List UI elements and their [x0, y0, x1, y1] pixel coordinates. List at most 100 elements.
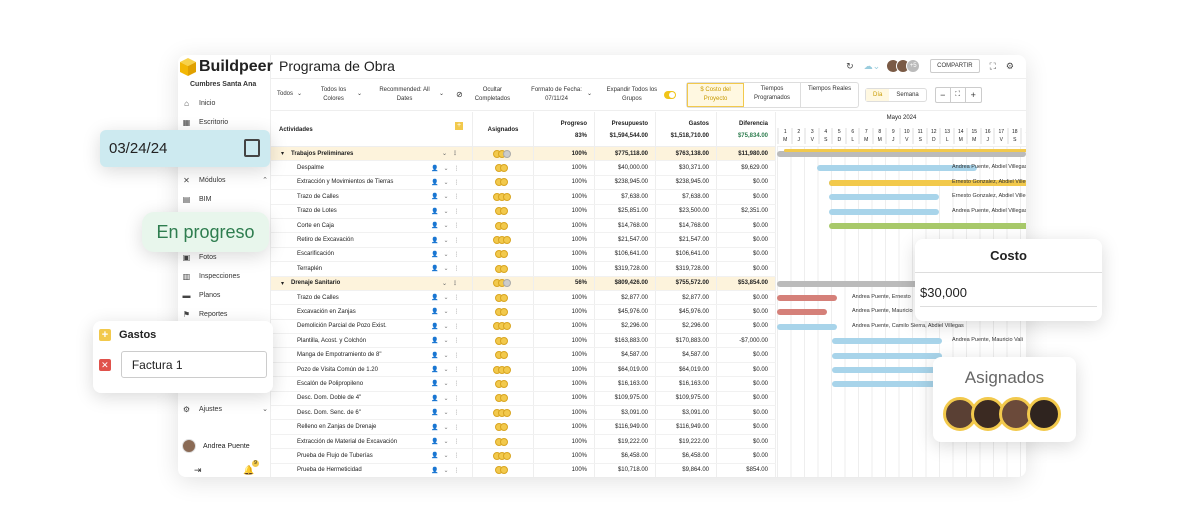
gantt-bar[interactable] — [832, 381, 942, 388]
person-icon[interactable]: 👤 — [431, 295, 439, 302]
chevron-down-icon[interactable]: ⌄ — [443, 395, 449, 402]
group-row[interactable]: Drenaje Sanitario 56% $809,426.00 $755,572.… — [271, 276, 776, 291]
assignees-cell[interactable] — [473, 161, 534, 175]
table-row[interactable]: Trazo de Calles 100% $7,638.00 $7,638.00 $0.… — [271, 190, 776, 205]
logout-icon[interactable]: ⇥ — [194, 465, 202, 475]
chevron-down-icon[interactable]: ⌄ — [443, 338, 449, 345]
gantt-bar[interactable] — [777, 309, 827, 316]
cloud-icon[interactable]: ☁⌄ — [863, 60, 881, 71]
collapse-icon[interactable]: ▾ — [281, 280, 285, 287]
zoom-out-button[interactable]: − — [936, 87, 951, 102]
table-row[interactable]: Pozo de Visita Común de 1.20 100% $64,019.… — [271, 362, 776, 378]
chevron-down-icon[interactable]: ⌄ — [443, 410, 449, 417]
table-row[interactable]: Desc. Dom. Senc. de 6" 100% $3,091.00 $3,09… — [271, 406, 776, 421]
person-icon[interactable]: 👤 — [431, 467, 439, 474]
chevron-down-icon[interactable]: ⌄ — [443, 237, 449, 244]
add-activity-button[interactable]: + — [455, 122, 463, 130]
sidebar-item-planos[interactable]: ▬ Planos — [182, 288, 268, 302]
bell-icon[interactable]: 🔔 — [243, 465, 255, 475]
table-row[interactable]: Escalón de Polipropileno 100% $16,163.00 $1… — [271, 377, 776, 392]
person-icon[interactable]: 👤 — [431, 439, 439, 445]
more-icon[interactable]: ⋮ — [453, 467, 460, 474]
sidebar-item-modulos[interactable]: ✕ Módulos ⌃ — [182, 173, 268, 187]
gear-icon[interactable]: ⚙ — [1005, 60, 1014, 71]
view-programados[interactable]: Tiempos Programados — [744, 82, 802, 107]
more-icon[interactable]: ⋮ — [452, 280, 459, 287]
table-row[interactable]: Trazo de Lotes 100% $25,851.00 $23,500.00 $2… — [271, 204, 776, 219]
assignees-cell[interactable] — [473, 377, 534, 391]
person-icon[interactable]: 👤 — [431, 208, 439, 215]
table-row[interactable]: Prueba de Flujo de Tuberías 100% $6,458.00… — [271, 449, 776, 464]
assignees-cell[interactable] — [473, 290, 534, 305]
date-card[interactable]: 03/24/24 — [100, 130, 270, 167]
table-row[interactable]: Desc. Dom. Doble de 4" 100% $109,975.00 $10… — [271, 391, 776, 407]
todos-dropdown[interactable]: Todos ⌄ — [271, 90, 308, 99]
table-row[interactable]: Manga de Empotramiento de 8" 100% $4,587.0… — [271, 348, 776, 363]
view-reales[interactable]: Tiempos Reales — [807, 85, 852, 92]
more-icon[interactable]: ⋮ — [453, 381, 460, 388]
date-format-dropdown[interactable]: Formato de Fecha: 07/11/24 ⌄ — [524, 86, 598, 104]
share-button[interactable]: COMPARTIR — [930, 59, 980, 73]
gantt-bar[interactable] — [777, 323, 837, 330]
more-icon[interactable]: ⋮ — [453, 323, 460, 330]
assignees-cell[interactable] — [473, 204, 534, 218]
sidebar-item-ajustes[interactable]: ⚙ Ajustes ⌄ — [182, 402, 268, 416]
person-icon[interactable]: 👤 — [431, 266, 439, 273]
more-icon[interactable]: ⋮ — [453, 367, 460, 374]
person-icon[interactable]: 👤 — [431, 381, 439, 388]
assignees-cell[interactable] — [473, 463, 534, 477]
table-row[interactable]: Plantilla, Acost. y Colchón 100% $163,883.… — [271, 334, 776, 349]
assignees-cell[interactable] — [473, 348, 534, 362]
fit-icon[interactable]: ⛶ — [951, 87, 966, 102]
gantt-bar[interactable] — [829, 179, 1026, 186]
table-row[interactable]: Prueba de Hermeticidad 100% $10,718.00 $9,8… — [271, 463, 776, 477]
sidebar-item-bim[interactable]: ▤ BIM — [182, 192, 268, 206]
gantt-bar[interactable] — [777, 151, 1026, 157]
person-icon[interactable]: 👤 — [431, 410, 439, 417]
more-icon[interactable]: ⋮ — [453, 352, 460, 359]
logo[interactable]: Buildpeer — [180, 58, 273, 76]
chevron-down-icon[interactable]: ⌄ — [443, 381, 449, 388]
assignees-cell[interactable] — [473, 334, 534, 348]
scale-semana[interactable]: Semana — [896, 91, 919, 98]
group-row[interactable]: Trabajos Preliminares 100% $775,118.00 $763… — [271, 147, 776, 162]
costo-value[interactable]: $30,000 — [920, 285, 1097, 307]
gasto-input[interactable]: Factura 1 — [120, 351, 267, 378]
more-icon[interactable]: ⋮ — [453, 266, 460, 273]
more-icon[interactable]: ⋮ — [453, 208, 460, 215]
assignees-cell[interactable] — [473, 362, 534, 377]
table-row[interactable]: Relleno en Zanjas de Drenaje 100% $116,949… — [271, 420, 776, 435]
person-icon[interactable]: 👤 — [431, 309, 439, 316]
table-row[interactable]: Trazo de Calles 100% $2,877.00 $2,877.00 $0.… — [271, 290, 776, 306]
gantt-bar[interactable] — [829, 223, 1026, 229]
table-row[interactable]: Retiro de Excavación 100% $21,547.00 $21,54… — [271, 233, 776, 248]
more-icon[interactable]: ⋮ — [453, 165, 460, 172]
more-icon[interactable]: ⋮ — [453, 338, 460, 345]
chevron-down-icon[interactable]: ⌄ — [443, 194, 449, 201]
chevron-down-icon[interactable]: ⌄ — [443, 453, 449, 460]
chevron-down-icon[interactable]: ⌄ — [442, 151, 448, 158]
gantt-bar[interactable] — [784, 149, 1026, 152]
zoom-in-button[interactable]: + — [970, 89, 976, 100]
view-costo[interactable]: $ Costo del Proyecto — [687, 82, 745, 107]
assignees-cell[interactable] — [473, 420, 534, 434]
assignees-cell[interactable] — [473, 305, 534, 319]
calendar-icon[interactable] — [244, 139, 260, 157]
sidebar-item-reportes[interactable]: ⚑ Reportes — [182, 307, 268, 321]
person-icon[interactable]: 👤 — [431, 424, 439, 431]
gantt-bar[interactable] — [829, 208, 939, 215]
person-icon[interactable]: 👤 — [431, 367, 439, 374]
chevron-down-icon[interactable]: ⌄ — [443, 208, 449, 215]
chevron-down-icon[interactable]: ⌄ — [443, 165, 449, 172]
chevron-down-icon[interactable]: ⌄ — [442, 280, 448, 287]
remove-gasto-button[interactable]: ✕ — [99, 358, 111, 371]
assignees-cell[interactable] — [473, 233, 534, 247]
assignees-cell[interactable] — [473, 262, 534, 276]
gantt-bar[interactable] — [777, 280, 1026, 287]
chevron-down-icon[interactable]: ⌄ — [443, 295, 449, 302]
assignees-cell[interactable] — [473, 147, 534, 161]
chevron-down-icon[interactable]: ⌄ — [443, 424, 449, 431]
chevron-down-icon[interactable]: ⌄ — [443, 251, 449, 258]
gantt-bar[interactable] — [777, 295, 837, 301]
chevron-down-icon[interactable]: ⌄ — [443, 352, 449, 359]
